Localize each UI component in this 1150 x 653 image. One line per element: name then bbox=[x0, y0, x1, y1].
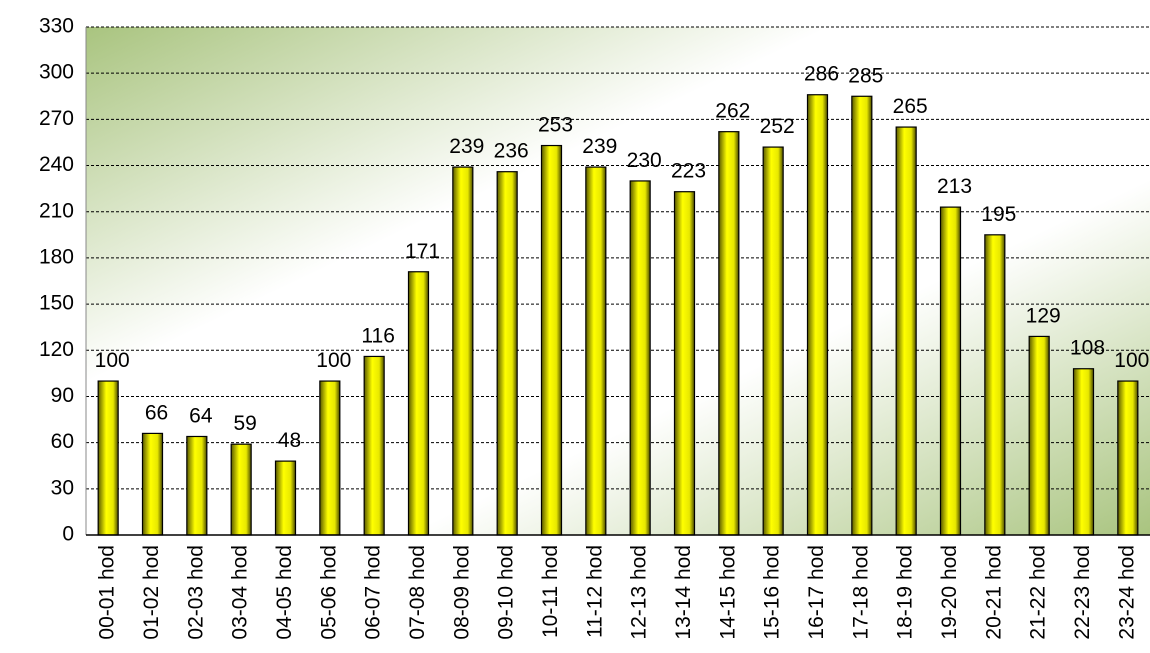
data-label: 239 bbox=[582, 135, 617, 158]
bar bbox=[585, 166, 607, 536]
x-tick-label: 15-16 hod bbox=[761, 545, 784, 640]
data-label: 195 bbox=[981, 203, 1016, 226]
data-label: 100 bbox=[1114, 349, 1149, 372]
data-label: 129 bbox=[1026, 304, 1061, 327]
data-label: 66 bbox=[145, 401, 168, 424]
bar bbox=[363, 355, 385, 536]
x-tick-label: 07-08 hod bbox=[406, 545, 429, 640]
x-tick-label: 08-09 hod bbox=[450, 545, 473, 640]
x-tick-label: 12-13 hod bbox=[628, 545, 651, 640]
x-tick-label: 05-06 hod bbox=[317, 545, 340, 640]
bar bbox=[718, 131, 740, 536]
x-tick-label: 22-23 hod bbox=[1071, 545, 1094, 640]
data-label: 285 bbox=[848, 64, 883, 87]
x-tick-label: 00-01 hod bbox=[96, 545, 119, 640]
data-label: 236 bbox=[494, 140, 529, 163]
y-tick-label: 270 bbox=[39, 107, 74, 130]
x-tick-label: 09-10 hod bbox=[495, 545, 518, 640]
bar bbox=[939, 206, 962, 536]
x-tick-label: 13-14 hod bbox=[672, 545, 695, 640]
x-tick-label: 11-12 hod bbox=[583, 545, 606, 638]
x-tick-label: 10-11 hod bbox=[539, 545, 562, 638]
bar bbox=[97, 380, 119, 536]
y-tick-label: 240 bbox=[39, 153, 74, 176]
data-label: 213 bbox=[937, 175, 972, 198]
bar bbox=[540, 144, 563, 536]
y-tick-label: 90 bbox=[51, 384, 74, 407]
bar bbox=[274, 460, 297, 536]
data-label: 239 bbox=[449, 135, 484, 158]
bar bbox=[407, 271, 430, 536]
bar bbox=[629, 180, 651, 536]
bar bbox=[496, 171, 518, 536]
x-tick-label: 23-24 hod bbox=[1115, 545, 1138, 640]
x-tick-label: 20-21 hod bbox=[982, 545, 1005, 640]
y-tick-label: 150 bbox=[39, 292, 74, 315]
bar bbox=[673, 191, 696, 536]
bar bbox=[452, 166, 474, 536]
y-tick-label: 30 bbox=[51, 476, 74, 499]
data-label: 100 bbox=[316, 349, 351, 372]
bar bbox=[141, 432, 164, 536]
data-label: 48 bbox=[278, 429, 301, 452]
bar bbox=[895, 126, 917, 536]
data-label: 230 bbox=[627, 149, 662, 172]
x-tick-label: 06-07 hod bbox=[362, 545, 385, 640]
data-label: 262 bbox=[715, 100, 750, 123]
bar bbox=[1028, 335, 1050, 536]
x-tick-label: 03-04 hod bbox=[229, 545, 252, 640]
plot-background bbox=[86, 27, 1150, 535]
x-tick-label: 21-22 hod bbox=[1027, 545, 1050, 640]
x-tick-label: 04-05 hod bbox=[273, 545, 296, 640]
bar bbox=[762, 146, 784, 536]
data-label: 59 bbox=[233, 412, 256, 435]
bar bbox=[230, 443, 252, 536]
data-label: 253 bbox=[538, 114, 573, 137]
data-label: 100 bbox=[95, 349, 130, 372]
bar bbox=[806, 94, 829, 536]
data-label: 116 bbox=[361, 324, 394, 347]
data-label: 223 bbox=[671, 160, 706, 183]
data-label: 252 bbox=[760, 115, 795, 138]
x-tick-label: 16-17 hod bbox=[805, 545, 828, 640]
x-tick-label: 14-15 hod bbox=[716, 545, 739, 640]
data-label: 171 bbox=[405, 240, 440, 263]
bar bbox=[1072, 368, 1095, 536]
y-tick-label: 300 bbox=[39, 61, 74, 84]
x-tick-label: 02-03 hod bbox=[184, 545, 207, 640]
y-tick-label: 330 bbox=[39, 15, 74, 38]
x-tick-label: 18-19 hod bbox=[894, 545, 917, 640]
data-label: 108 bbox=[1070, 337, 1105, 360]
y-tick-label: 120 bbox=[39, 338, 74, 361]
bar bbox=[186, 435, 208, 536]
data-label: 265 bbox=[893, 95, 928, 118]
data-label: 286 bbox=[804, 63, 839, 86]
x-tick-label: 19-20 hod bbox=[938, 545, 961, 640]
x-tick-label: 01-02 hod bbox=[140, 545, 163, 640]
y-tick-label: 210 bbox=[39, 199, 74, 222]
data-label: 64 bbox=[189, 404, 213, 427]
y-tick-label: 180 bbox=[39, 245, 74, 268]
bar bbox=[319, 380, 341, 536]
bar bbox=[851, 95, 873, 536]
bar bbox=[1117, 380, 1139, 536]
bar bbox=[984, 234, 1006, 536]
y-tick-label: 0 bbox=[62, 523, 74, 546]
x-tick-label: 17-18 hod bbox=[849, 545, 872, 640]
y-tick-label: 60 bbox=[51, 430, 74, 453]
